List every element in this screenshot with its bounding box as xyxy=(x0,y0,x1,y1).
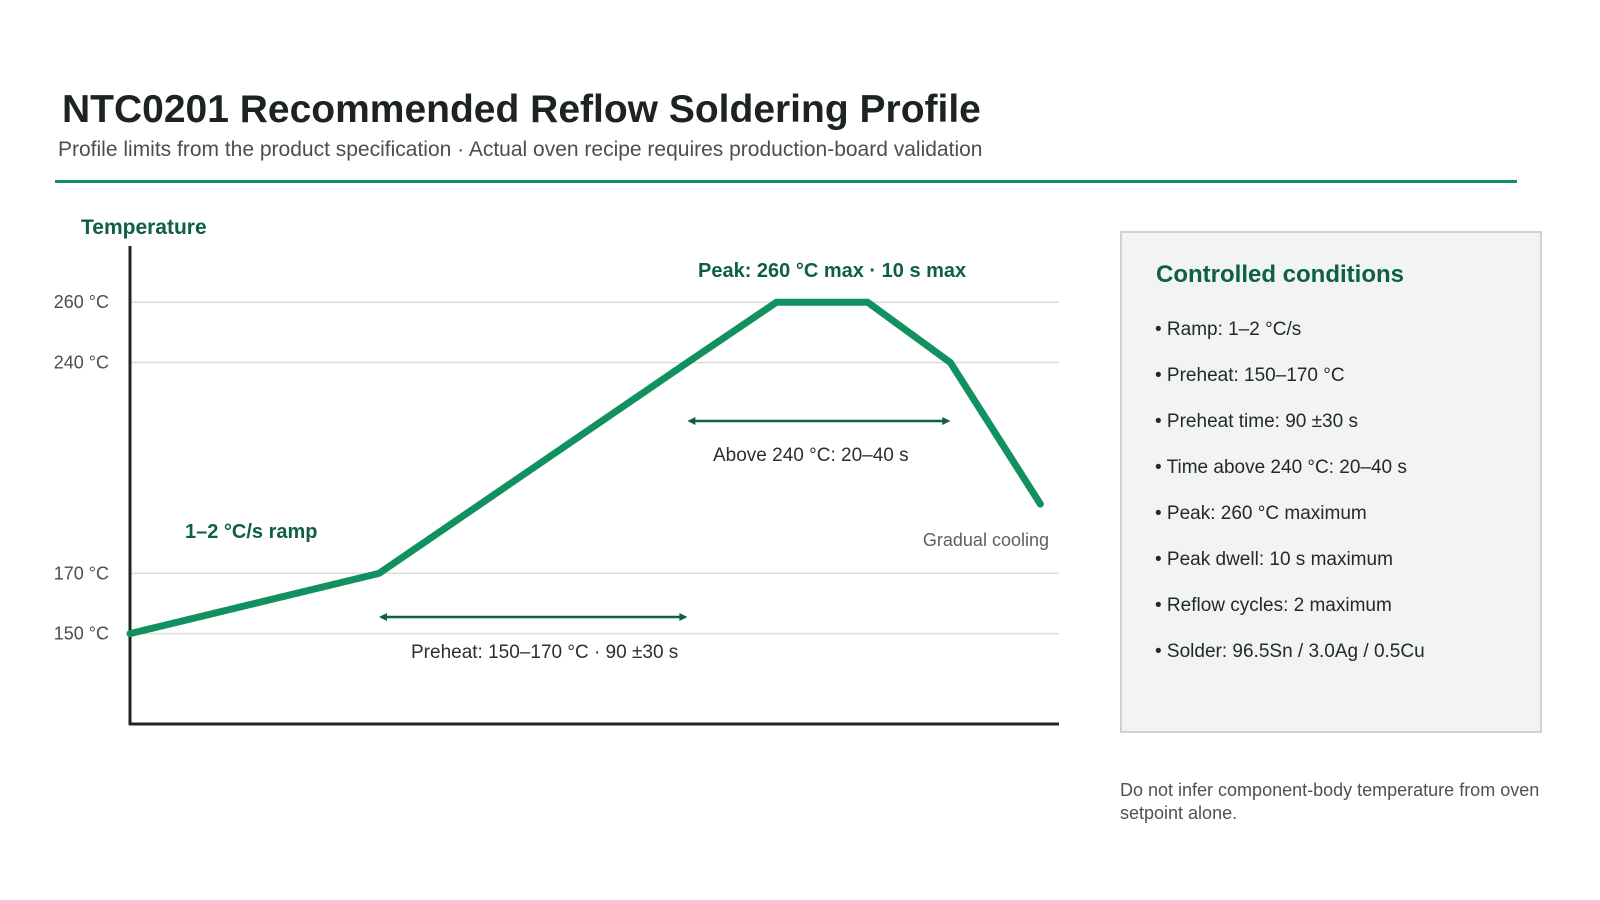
series-line-profile xyxy=(126,298,1044,638)
gridlines xyxy=(130,301,1059,635)
panel-title: Controlled conditions xyxy=(1156,261,1404,288)
condition-item-reflow-cycles: • Reflow cycles: 2 maximum xyxy=(1155,595,1392,616)
y-axis-title: Temperature xyxy=(81,216,207,239)
footnote: Do not infer component-body temperature … xyxy=(1120,780,1540,823)
span-above-240 xyxy=(687,417,951,425)
page-subtitle: Profile limits from the product specific… xyxy=(58,138,983,161)
y-tick-label-170: 170 °C xyxy=(54,563,109,583)
controlled-conditions-panel: Controlled conditions • Ramp: 1–2 °C/s •… xyxy=(1120,231,1542,733)
conditions-list: • Ramp: 1–2 °C/s • Preheat: 150–170 °C •… xyxy=(1155,319,1425,687)
span-above-arrow-end xyxy=(942,417,951,425)
y-tick-label-260: 260 °C xyxy=(54,292,109,312)
annotation-cooling: Gradual cooling xyxy=(923,530,1049,550)
span-preheat-arrow-end xyxy=(679,613,688,621)
condition-item-time-above: • Time above 240 °C: 20–40 s xyxy=(1155,457,1407,478)
span-preheat xyxy=(378,613,688,621)
annotation-ramp: 1–2 °C/s ramp xyxy=(185,521,318,543)
condition-item-preheat-time: • Preheat time: 90 ±30 s xyxy=(1155,411,1358,432)
annotation-peak: Peak: 260 °C max · 10 s max xyxy=(698,260,966,282)
span-preheat-arrow-start xyxy=(378,613,387,621)
reflow-profile-chart: Temperature 150 °C 170 °C 240 °C 260 °C Pea… xyxy=(54,216,1059,726)
condition-item-peak: • Peak: 260 °C maximum xyxy=(1155,503,1367,524)
annotation-preheat: Preheat: 150–170 °C · 90 ±30 s xyxy=(411,642,678,663)
header-divider xyxy=(55,180,1517,183)
y-tick-label-240: 240 °C xyxy=(54,352,109,372)
y-tick-label-150: 150 °C xyxy=(54,624,109,644)
condition-item-peak-dwell: • Peak dwell: 10 s maximum xyxy=(1155,549,1393,570)
page-title: NTC0201 Recommended Reflow Soldering Pro… xyxy=(62,88,981,131)
condition-item-solder: • Solder: 96.5Sn / 3.0Ag / 0.5Cu xyxy=(1155,641,1425,662)
span-above-arrow-start xyxy=(687,417,696,425)
condition-item-preheat: • Preheat: 150–170 °C xyxy=(1155,365,1345,386)
y-tick-labels: 150 °C 170 °C 240 °C 260 °C xyxy=(54,292,109,643)
annotation-above-240: Above 240 °C: 20–40 s xyxy=(713,445,909,466)
condition-item-ramp: • Ramp: 1–2 °C/s xyxy=(1155,319,1302,340)
